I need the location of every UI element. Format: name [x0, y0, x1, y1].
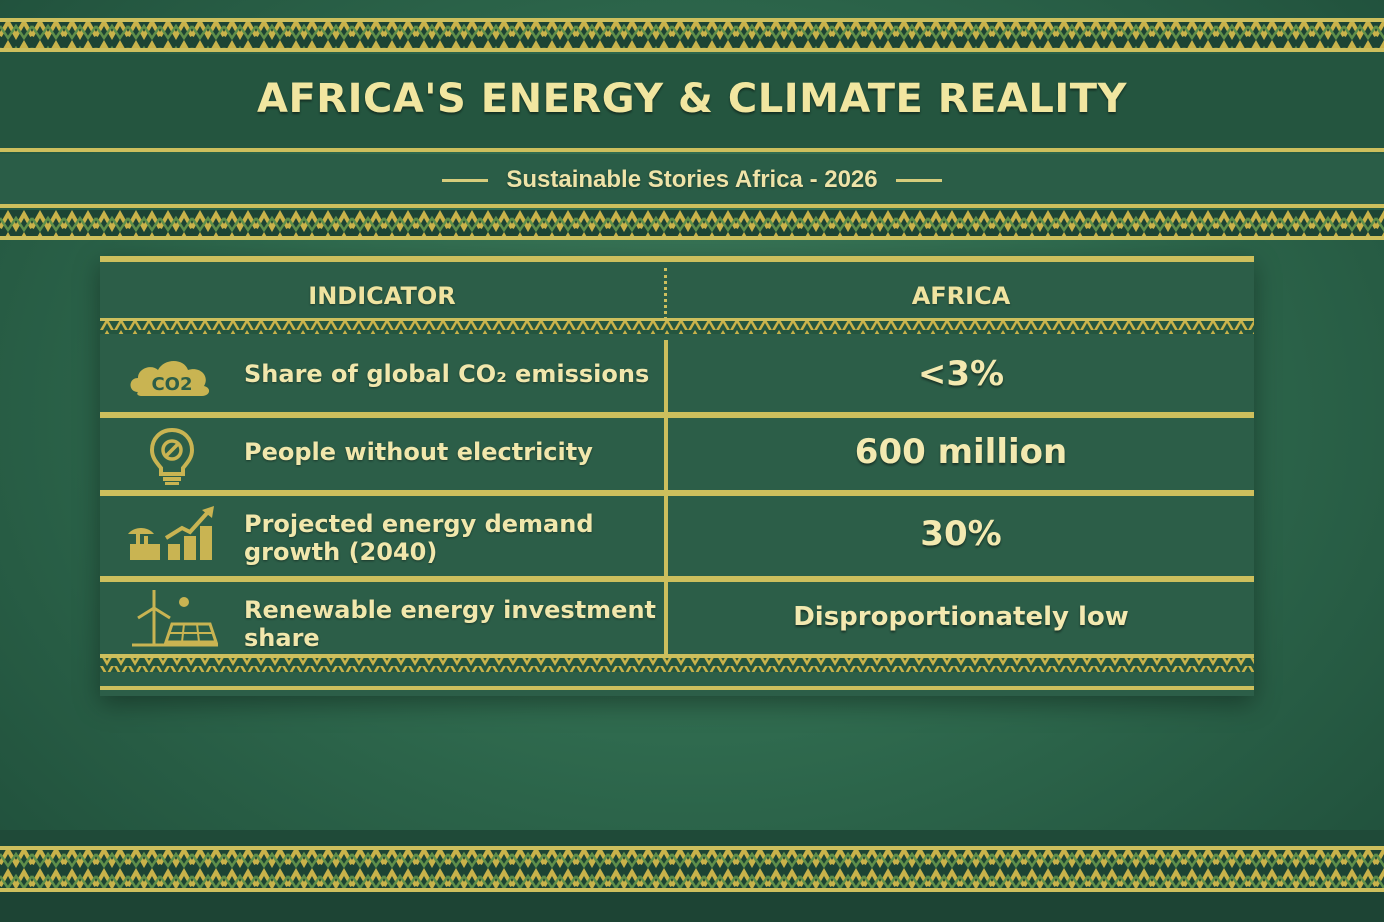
subtitle-right-rule — [895, 178, 942, 182]
subtitle-row: Sustainable Stories Africa - 2026 — [0, 160, 1384, 200]
subtitle-band — [0, 154, 1384, 206]
row1-value: <3% — [917, 354, 1005, 394]
header-pattern-strip — [100, 318, 1254, 334]
column-header-indicator: INDICATOR — [308, 282, 456, 310]
subtitle-left-rule — [442, 178, 489, 182]
row3-divider — [664, 496, 668, 576]
row4-value: Disproportionately low — [793, 602, 1129, 632]
renewables-icon — [132, 590, 219, 647]
header-divider — [664, 268, 667, 320]
bottom-pattern-border — [0, 846, 1384, 892]
bottom-band — [0, 830, 1384, 846]
co2-cloud-icon: CO2 — [130, 361, 210, 396]
bottom-edge — [0, 892, 1384, 922]
row2-divider — [664, 418, 668, 490]
title-rule — [0, 148, 1384, 152]
subtitle-rule — [0, 204, 1384, 208]
page-title: AFRICA'S ENERGY & CLIMATE REALITY — [257, 76, 1127, 122]
row3-separator — [100, 576, 1254, 582]
upper-pattern-border — [0, 210, 1384, 240]
row2-separator — [100, 490, 1254, 496]
row2-indicator: People without electricity — [244, 438, 593, 466]
row4-divider — [664, 582, 668, 654]
row3-value: 30% — [920, 514, 1002, 554]
row1-separator — [100, 412, 1254, 418]
indicator-table: INDICATOR AFRICA CO2 Share of global CO₂… — [100, 256, 1254, 696]
row1-indicator: Share of global CO₂ emissions — [244, 360, 650, 388]
table-top-border — [100, 256, 1254, 262]
page-subtitle: Sustainable Stories Africa - 2026 — [506, 166, 878, 193]
svg-text:CO2: CO2 — [151, 374, 192, 395]
title-band — [0, 54, 1384, 150]
lightbulb-off-icon — [149, 427, 195, 485]
growth-chart-icon — [128, 506, 214, 560]
table-bottom-pattern — [100, 654, 1254, 690]
column-header-africa: AFRICA — [911, 282, 1011, 310]
row1-divider — [664, 340, 668, 412]
row4-indicator: Renewable energy investment share — [244, 596, 657, 652]
top-pattern-border — [0, 18, 1384, 52]
row2-value: 600 million — [854, 432, 1068, 472]
row3-indicator: Projected energy demand growth (2040) — [244, 510, 594, 566]
